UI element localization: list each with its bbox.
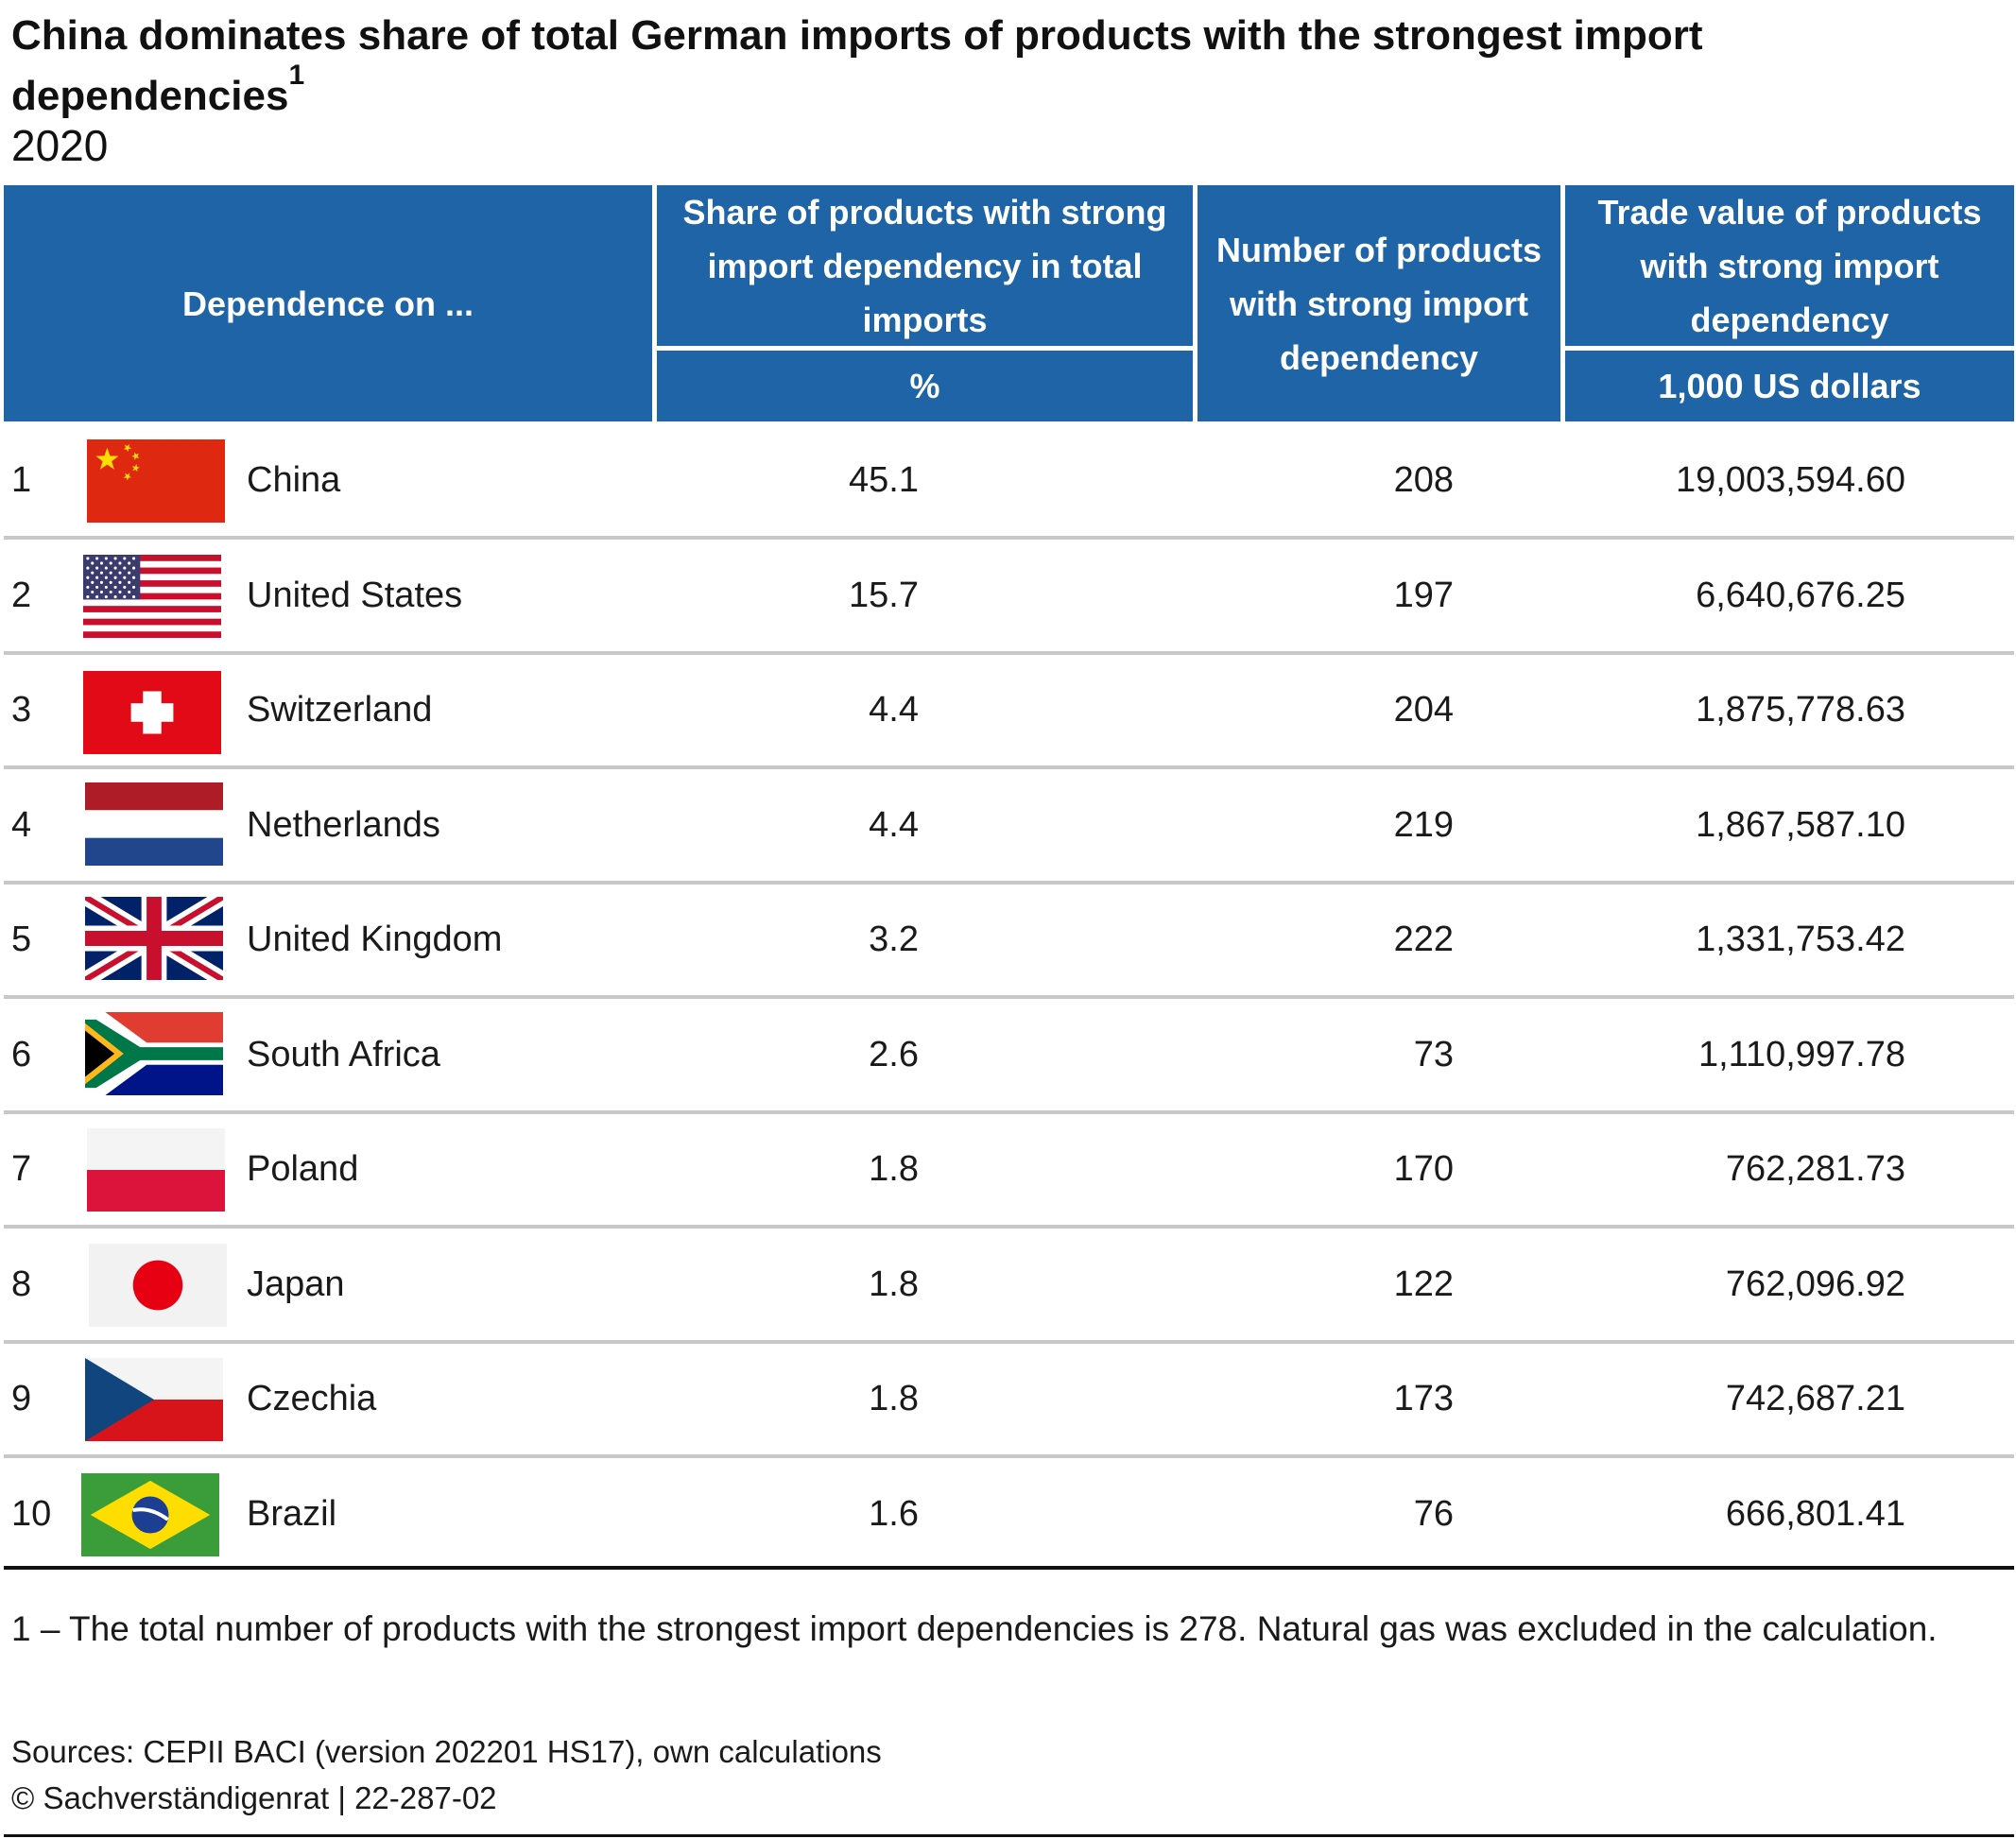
trade-value-cell: 1,110,997.78 xyxy=(1697,1034,1905,1074)
share-cell: 2.6 xyxy=(869,1034,919,1074)
number-cell: 173 xyxy=(1393,1379,1454,1418)
header-share-unit: % xyxy=(657,351,1193,421)
usa-flag xyxy=(83,554,221,638)
country-cell: China xyxy=(247,460,341,500)
country-cell: Brazil xyxy=(247,1493,337,1534)
country-cell: Czechia xyxy=(247,1379,377,1418)
header-dependence: Dependence on ... xyxy=(4,185,652,421)
china-flag xyxy=(87,439,225,523)
rank-cell: 4 xyxy=(11,804,32,845)
trade-value-cell: 666,801.41 xyxy=(1725,1493,1905,1534)
footnote: 1 – The total number of products with th… xyxy=(11,1609,1938,1648)
header-share: Share of products with strong import dep… xyxy=(657,185,1193,346)
header-number: Number of products with strong import de… xyxy=(1198,185,1560,421)
row-separator xyxy=(4,650,2014,655)
share-cell: 3.2 xyxy=(869,920,919,959)
table-row: 3 Switzerland 4.4 204 1,875,778.63 xyxy=(4,655,2014,769)
row-separator xyxy=(4,1339,2014,1344)
trade-value-cell: 1,331,753.42 xyxy=(1696,920,1905,959)
number-cell: 219 xyxy=(1393,804,1454,845)
share-cell: 4.4 xyxy=(869,690,919,730)
rank-cell: 6 xyxy=(11,1034,32,1074)
header-trade-unit: 1,000 US dollars xyxy=(1565,351,2014,421)
number-cell: 204 xyxy=(1393,690,1454,730)
rank-cell: 1 xyxy=(11,460,32,500)
copyright: © Sachverständigenrat | 22-287-02 xyxy=(11,1780,497,1815)
country-cell: South Africa xyxy=(247,1034,440,1074)
table-bottom-rule xyxy=(4,1566,2014,1570)
row-separator xyxy=(4,1454,2014,1458)
share-cell: 1.8 xyxy=(869,1149,919,1189)
trade-value-cell: 6,640,676.25 xyxy=(1696,575,1905,615)
country-cell: Poland xyxy=(247,1149,359,1189)
number-cell: 197 xyxy=(1393,575,1454,615)
country-cell: Netherlands xyxy=(247,804,440,845)
row-separator xyxy=(4,1225,2014,1229)
table-row: 7 Poland 1.8 170 762,281.73 xyxy=(4,1114,2014,1229)
rank-cell: 5 xyxy=(11,920,32,959)
brazil-flag xyxy=(81,1472,219,1556)
table-row: 5 United Kingdom 3.2 222 1,331,753.42 xyxy=(4,885,2014,999)
share-cell: 4.4 xyxy=(869,804,919,845)
row-separator xyxy=(4,765,2014,769)
trade-value-cell: 762,281.73 xyxy=(1725,1149,1905,1189)
table-row: 4 Netherlands 4.4 219 1,867,587.10 xyxy=(4,770,2014,885)
row-separator xyxy=(4,880,2014,885)
czechia-flag xyxy=(85,1358,223,1441)
switzerland-flag xyxy=(83,671,221,754)
share-cell: 45.1 xyxy=(849,460,919,500)
table-row: 10 Brazil 1.6 76 666,801.41 xyxy=(4,1459,2014,1573)
trade-value-cell: 19,003,594.60 xyxy=(1675,460,1905,500)
trade-value-cell: 762,096.92 xyxy=(1725,1263,1905,1304)
row-separator xyxy=(4,995,2014,999)
table-row: 8 Japan 1.8 122 762,096.92 xyxy=(4,1229,2014,1344)
rank-cell: 8 xyxy=(11,1263,32,1304)
table-row: 6 South Africa 2.6 73 1,110,997.78 xyxy=(4,1000,2014,1114)
share-cell: 1.6 xyxy=(869,1493,919,1534)
trade-value-cell: 742,687.21 xyxy=(1725,1379,1905,1418)
row-separator xyxy=(4,536,2014,540)
country-cell: Switzerland xyxy=(247,690,433,730)
country-cell: Japan xyxy=(247,1263,345,1304)
share-cell: 15.7 xyxy=(849,575,919,615)
header-trade-value: Trade value of products with strong impo… xyxy=(1565,185,2014,346)
row-separator xyxy=(4,1109,2014,1114)
number-cell: 76 xyxy=(1413,1493,1454,1534)
number-cell: 222 xyxy=(1393,920,1454,959)
number-cell: 73 xyxy=(1413,1034,1454,1074)
rank-cell: 10 xyxy=(11,1493,52,1534)
south-africa-flag xyxy=(85,1011,223,1095)
share-cell: 1.8 xyxy=(869,1379,919,1418)
rank-cell: 9 xyxy=(11,1379,32,1418)
number-cell: 208 xyxy=(1393,460,1454,500)
poland-flag xyxy=(87,1128,225,1212)
country-cell: United States xyxy=(247,575,463,615)
title-text: China dominates share of total German im… xyxy=(11,12,1703,119)
trade-value-cell: 1,875,778.63 xyxy=(1696,690,1905,730)
rank-cell: 2 xyxy=(11,575,32,615)
sources: Sources: CEPII BACI (version 202201 HS17… xyxy=(11,1734,882,1769)
rank-cell: 7 xyxy=(11,1149,32,1189)
title-footnote-ref: 1 xyxy=(288,60,305,91)
uk-flag xyxy=(85,897,223,980)
japan-flag xyxy=(89,1243,227,1327)
table-row: 1 China 45.1 208 19,003,594.60 xyxy=(4,425,2014,540)
number-cell: 170 xyxy=(1393,1149,1454,1189)
netherlands-flag xyxy=(85,782,223,866)
chart-subtitle: 2020 xyxy=(11,121,109,170)
chart-title: China dominates share of total German im… xyxy=(11,6,1996,127)
country-cell: United Kingdom xyxy=(247,920,503,959)
trade-value-cell: 1,867,587.10 xyxy=(1696,804,1905,845)
table-row: 2 United States 15.7 197 6,640,676.25 xyxy=(4,541,2014,655)
number-cell: 122 xyxy=(1393,1263,1454,1304)
rank-cell: 3 xyxy=(11,690,32,730)
end-rule xyxy=(4,1834,2014,1837)
share-cell: 1.8 xyxy=(869,1263,919,1304)
table-row: 9 Czechia 1.8 173 742,687.21 xyxy=(4,1344,2014,1458)
